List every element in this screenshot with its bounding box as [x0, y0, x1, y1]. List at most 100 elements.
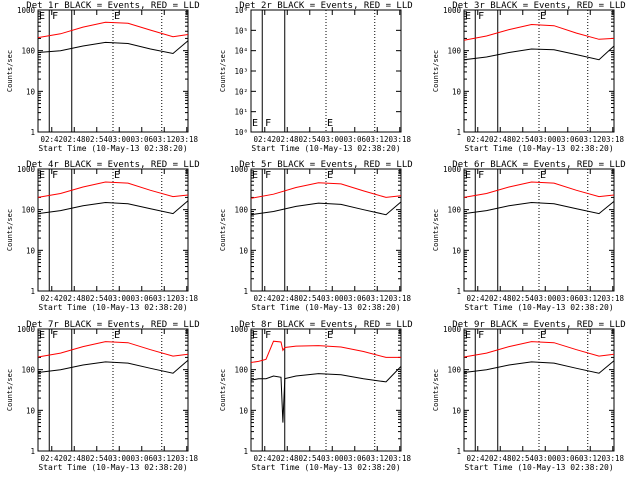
y-tick-label: 10¹ [234, 108, 248, 117]
lld-series-line [463, 181, 615, 198]
x-axis-label: Start Time (10-May-13 02:38:20) [38, 303, 187, 312]
x-tick-label: 02:48 [276, 294, 299, 303]
interval-marker: E [540, 170, 546, 181]
y-tick-label: 1000 [230, 325, 249, 334]
panel-title: Det 2r BLACK = Events, RED = LLD [239, 1, 412, 11]
y-tick-label: 1 [456, 447, 461, 456]
y-tick-label: 1 [30, 287, 35, 296]
y-tick-label: 100 [21, 47, 35, 56]
x-tick-label: 02:54 [85, 454, 108, 463]
events-series-line [463, 360, 615, 374]
lld-series-line [463, 341, 615, 358]
x-tick-label: 02:48 [489, 454, 512, 463]
interval-marker: E [252, 118, 258, 129]
interval-marker: F [265, 170, 271, 181]
x-tick-label: 02:42 [40, 294, 63, 303]
y-tick-label: 100 [234, 366, 248, 375]
panel-title: Det 1r BLACK = Events, RED = LLD [26, 1, 199, 11]
x-axis-label: Start Time (10-May-13 02:38:20) [38, 463, 187, 472]
detector-panel-4: Det 4r BLACK = Events, RED = LLD 1 10 100 10… [6, 160, 200, 312]
x-tick-label: 03:00 [534, 135, 557, 144]
y-tick-label: 10 [26, 406, 36, 415]
lld-series-line [463, 23, 615, 41]
x-axis-label: Start Time (10-May-13 02:38:20) [38, 144, 187, 153]
y-tick-label: 1 [30, 128, 35, 137]
interval-marker: E [39, 170, 45, 181]
x-tick-label: 02:48 [276, 135, 299, 144]
x-tick-label: 03:00 [108, 454, 131, 463]
interval-marker: E [540, 330, 546, 341]
x-tick-label: 03:00 [534, 294, 557, 303]
y-tick-label: 1000 [443, 325, 462, 334]
x-tick-label: 02:42 [253, 135, 276, 144]
x-tick-label: 03:12 [579, 135, 602, 144]
x-tick-label: 03:18 [388, 294, 411, 303]
y-axis-label: Counts/sec [6, 209, 14, 251]
x-tick-label: 02:48 [63, 135, 86, 144]
x-axis-label: Start Time (10-May-13 02:38:20) [464, 144, 613, 153]
lld-series-line [37, 21, 189, 39]
interval-marker: E [465, 330, 471, 341]
x-tick-label: 02:42 [40, 135, 63, 144]
x-tick-label: 02:54 [85, 294, 108, 303]
events-series-line [463, 201, 615, 215]
interval-marker: E [327, 118, 333, 129]
x-tick-label: 02:48 [489, 294, 512, 303]
interval-marker: E [327, 330, 333, 341]
interval-marker: E [540, 11, 546, 22]
detector-panel-7: Det 7r BLACK = Events, RED = LLD 1 10 100 10… [6, 320, 200, 472]
panel-title: Det 9r BLACK = Events, RED = LLD [452, 320, 625, 330]
detector-panel-9: Det 9r BLACK = Events, RED = LLD 1 10 100 10… [432, 320, 626, 472]
panel-title: Det 5r BLACK = Events, RED = LLD [239, 160, 412, 170]
y-tick-label: 1 [243, 287, 248, 296]
y-tick-label: 10⁰ [234, 128, 248, 137]
interval-marker: E [39, 330, 45, 341]
x-tick-label: 02:54 [85, 135, 108, 144]
panel-title: Det 7r BLACK = Events, RED = LLD [26, 320, 199, 330]
detector-panel-1: Det 1r BLACK = Events, RED = LLD 1 10 100 10… [6, 1, 200, 153]
x-tick-label: 03:06 [130, 135, 153, 144]
x-tick-label: 02:48 [63, 294, 86, 303]
y-tick-label: 1 [243, 447, 248, 456]
x-axis-label: Start Time (10-May-13 02:38:20) [251, 463, 400, 472]
x-axis-label: Start Time (10-May-13 02:38:20) [251, 144, 400, 153]
x-tick-label: 03:06 [556, 294, 579, 303]
lld-series-line [250, 182, 402, 199]
y-tick-label: 10⁵ [234, 26, 248, 35]
events-series-line [463, 45, 615, 61]
y-tick-label: 1000 [17, 325, 36, 334]
x-tick-label: 03:00 [321, 294, 344, 303]
events-series-line [250, 366, 402, 423]
y-axis-label: Counts/sec [219, 369, 227, 411]
events-series-line [37, 359, 189, 374]
x-tick-label: 03:06 [343, 454, 366, 463]
interval-marker: F [478, 11, 484, 22]
y-tick-label: 100 [21, 206, 35, 215]
interval-marker: F [52, 170, 58, 181]
x-tick-label: 03:18 [388, 454, 411, 463]
lld-series-line [37, 341, 189, 358]
x-tick-label: 03:12 [366, 135, 389, 144]
y-tick-label: 10 [452, 406, 462, 415]
x-tick-label: 03:00 [321, 135, 344, 144]
y-axis-label: Counts/sec [6, 50, 14, 92]
y-tick-label: 1000 [230, 165, 249, 174]
x-tick-label: 02:42 [466, 135, 489, 144]
x-axis-label: Start Time (10-May-13 02:38:20) [251, 303, 400, 312]
x-tick-label: 03:00 [321, 454, 344, 463]
interval-marker: E [114, 11, 120, 22]
y-axis-label: Counts/sec [432, 50, 440, 92]
x-tick-label: 03:18 [601, 135, 624, 144]
interval-marker: F [478, 170, 484, 181]
interval-marker: E [465, 170, 471, 181]
interval-marker: E [114, 170, 120, 181]
x-tick-label: 03:00 [108, 294, 131, 303]
x-tick-label: 03:00 [534, 454, 557, 463]
y-tick-label: 1 [30, 447, 35, 456]
x-tick-label: 03:18 [175, 294, 198, 303]
x-tick-label: 02:54 [511, 294, 534, 303]
y-tick-label: 10 [452, 246, 462, 255]
x-tick-label: 03:12 [153, 135, 176, 144]
x-tick-label: 02:42 [466, 454, 489, 463]
